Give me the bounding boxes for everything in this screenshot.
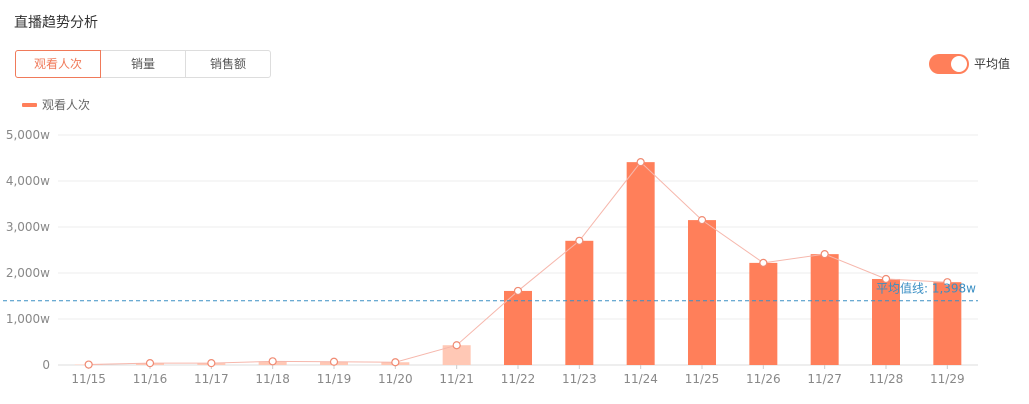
data-point: [207, 359, 216, 368]
x-tick-label: 11/20: [378, 372, 413, 386]
y-tick-label: 4,000w: [6, 174, 50, 188]
tab-sales-amount[interactable]: 销售额: [185, 50, 271, 78]
bar: [872, 278, 900, 365]
data-point: [452, 341, 461, 350]
data-point: [575, 236, 584, 245]
y-tick-label: 3,000w: [6, 220, 50, 234]
x-tick-label: 11/18: [255, 372, 290, 386]
x-tick-label: 11/27: [807, 372, 842, 386]
bar: [810, 254, 839, 365]
x-tick-label: 11/24: [623, 372, 658, 386]
x-tick-label: 11/22: [501, 372, 536, 386]
panel-title: 直播趋势分析: [14, 15, 98, 31]
y-tick-label: 1,000w: [6, 312, 50, 326]
y-tick-label: 0: [42, 358, 50, 372]
bar: [626, 162, 655, 365]
average-toggle-label: 平均值: [974, 57, 1011, 71]
x-tick-label: 11/15: [71, 372, 106, 386]
bar: [749, 262, 778, 365]
y-tick-label: 2,000w: [6, 266, 50, 280]
x-tick-label: 11/28: [869, 372, 904, 386]
data-point: [697, 216, 707, 225]
legend-item[interactable]: 观看人次: [22, 96, 90, 113]
bar: [442, 345, 471, 365]
data-point: [943, 278, 952, 287]
data-point: [268, 357, 277, 366]
x-tick-label: 11/25: [685, 372, 720, 386]
data-point: [820, 250, 829, 259]
metric-tabs: 观看人次 销量 销售额: [15, 50, 271, 78]
tab-views[interactable]: 观看人次: [15, 50, 101, 78]
average-line-label: 平均值线: 1,398w: [876, 281, 976, 296]
y-tick-label: 5,000w: [6, 128, 50, 142]
data-point: [513, 286, 523, 296]
data-point: [636, 158, 645, 167]
x-tick-label: 11/26: [746, 372, 781, 386]
data-point: [84, 360, 93, 369]
data-point: [881, 274, 891, 284]
data-point: [329, 357, 339, 366]
x-tick-label: 11/23: [562, 372, 597, 386]
data-point: [759, 258, 768, 267]
average-toggle[interactable]: [929, 54, 969, 74]
x-tick-label: 11/19: [317, 372, 352, 386]
bar: [504, 290, 532, 365]
bar: [933, 282, 962, 365]
legend-swatch: [22, 102, 37, 107]
legend-label: 观看人次: [42, 98, 91, 112]
data-point: [391, 358, 400, 367]
x-tick-label: 11/16: [133, 372, 168, 386]
x-tick-label: 11/29: [930, 372, 965, 386]
x-tick-label: 11/21: [439, 372, 474, 386]
bar: [565, 240, 594, 365]
data-point: [145, 359, 155, 368]
bar: [688, 220, 716, 365]
x-tick-label: 11/17: [194, 372, 229, 386]
toggle-knob: [951, 56, 967, 72]
